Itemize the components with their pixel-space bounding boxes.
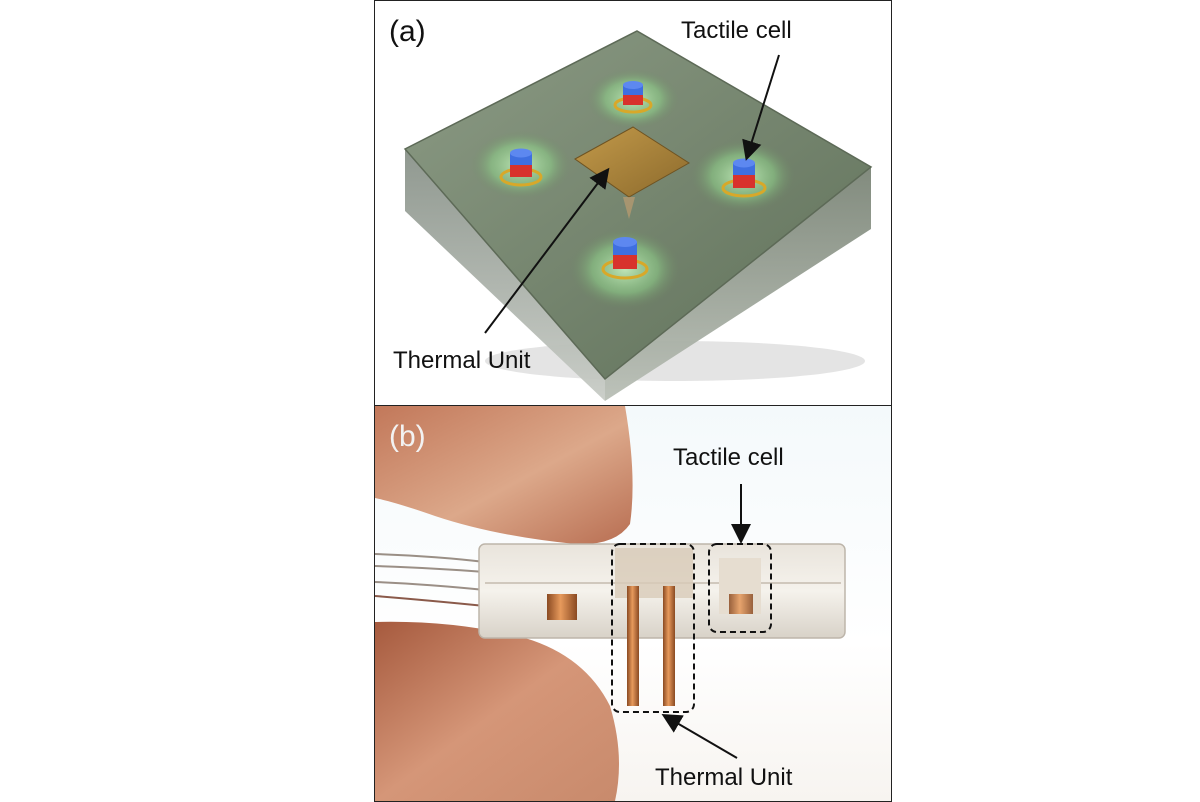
thermal-unit-label-a: Thermal Unit xyxy=(393,347,531,374)
copper-rod-1 xyxy=(627,586,639,706)
tactile-cell-label-b: Tactile cell xyxy=(673,444,784,471)
lower-thumb xyxy=(375,621,619,801)
tactile-arrow-a xyxy=(742,54,780,161)
thermal-unit-pad xyxy=(574,126,690,219)
panel-b-photo: (b) Tactile cell Thermal Unit xyxy=(374,405,892,802)
panel-a-tag: (a) xyxy=(389,15,426,48)
sensor-photo-illustration xyxy=(375,406,846,801)
tactile-cell-bottom xyxy=(601,237,649,280)
tactile-cell-right xyxy=(721,158,767,198)
sensor-render-illustration xyxy=(403,30,873,401)
tactile-cell-label-a: Tactile cell xyxy=(681,17,792,44)
thermal-unit-label-b: Thermal Unit xyxy=(655,764,793,791)
panel-a-render: (a) Tactile cell Thermal Unit xyxy=(374,0,892,406)
copper-rod-2 xyxy=(663,586,675,706)
tactile-cell-box xyxy=(708,543,772,633)
panel-b-tag: (b) xyxy=(389,420,426,453)
tactile-cell-left xyxy=(499,148,543,187)
thermal-arrow-b xyxy=(661,713,738,759)
figure: (a) Tactile cell Thermal Unit xyxy=(374,0,892,802)
tactile-cell-top xyxy=(613,81,653,114)
sensor-wires xyxy=(375,553,486,607)
thermal-arrow-a xyxy=(484,167,610,334)
thermal-unit-box xyxy=(611,543,695,713)
upper-finger xyxy=(375,406,633,545)
